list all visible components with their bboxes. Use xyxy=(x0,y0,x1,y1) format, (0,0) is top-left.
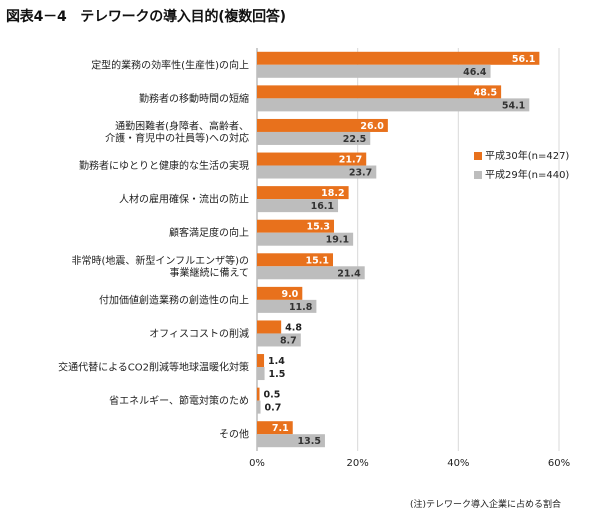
bar-h29 xyxy=(257,400,261,414)
bar-h30 xyxy=(257,320,282,334)
legend-swatch-h30 xyxy=(474,152,482,160)
value-label-h30: 26.0 xyxy=(360,121,384,132)
chart-title: 図表4－4 テレワークの導入目的(複数回答) xyxy=(6,9,286,25)
category-label: 付加価値創造業務の創造性の向上 xyxy=(99,293,249,306)
category-label: 勤務者にゆとりと健康的な生活の実現 xyxy=(79,159,249,172)
value-label-h29: 46.4 xyxy=(463,67,487,78)
value-label-h29: 21.4 xyxy=(337,268,361,279)
footnote: (注)テレワーク導入企業に占める割合 xyxy=(410,500,562,510)
x-tick-label: 0% xyxy=(249,458,265,469)
bar-h30 xyxy=(257,286,303,300)
bar-h29 xyxy=(257,367,265,381)
value-label-h29: 1.5 xyxy=(269,369,286,380)
value-label-h29: 8.7 xyxy=(280,335,297,346)
bar-h30 xyxy=(257,354,265,368)
value-label-h30: 0.5 xyxy=(264,390,281,401)
value-label-h29: 22.5 xyxy=(343,134,366,145)
category-label: 勤務者の移動時間の短縮 xyxy=(139,92,249,105)
value-label-h29: 23.7 xyxy=(349,168,372,179)
value-label-h29: 13.5 xyxy=(297,436,320,447)
legend-label-h29: 平成29年(n=440) xyxy=(485,170,570,181)
category-label: 定型的業務の効率性(生産性)の向上 xyxy=(91,58,249,71)
category-label: オフィスコストの削減 xyxy=(149,327,249,340)
value-label-h30: 1.4 xyxy=(268,356,285,367)
value-label-h30: 7.1 xyxy=(272,423,289,434)
x-tick-label: 40% xyxy=(447,458,469,469)
bar-h30 xyxy=(257,186,349,200)
bar-h29 xyxy=(257,165,377,179)
bar-h29 xyxy=(257,266,365,280)
value-label-h30: 15.1 xyxy=(306,255,329,266)
value-label-h30: 4.8 xyxy=(285,322,302,333)
bar-h29 xyxy=(257,64,491,78)
category-label: 顧客満足度の向上 xyxy=(169,226,249,239)
bar-h30 xyxy=(257,152,367,166)
bar-h30 xyxy=(257,253,334,267)
bar-h29 xyxy=(257,199,339,213)
value-label-h30: 18.2 xyxy=(321,188,344,199)
value-label-h30: 48.5 xyxy=(474,87,497,98)
category-label: 通勤困難者(身障者、高齢者、介護・育児中の社員等)への対応 xyxy=(105,119,249,144)
value-label-h29: 16.1 xyxy=(311,201,334,212)
bar-h30 xyxy=(257,387,260,401)
bar-h30 xyxy=(257,118,388,132)
bar-h29 xyxy=(257,434,325,448)
value-label-h30: 15.3 xyxy=(307,222,330,233)
x-tick-label: 20% xyxy=(347,458,369,469)
legend-swatch-h29 xyxy=(474,171,482,179)
bar-h29 xyxy=(257,98,530,112)
category-label: 交通代替によるCO2削減等地球温暖化対策 xyxy=(58,361,249,374)
value-label-h29: 11.8 xyxy=(289,302,313,313)
bar-h29 xyxy=(257,299,317,313)
legend-item-h30: 平成30年(n=427) xyxy=(474,147,569,162)
category-label: その他 xyxy=(219,428,249,441)
x-tick-label: 60% xyxy=(548,458,570,469)
value-label-h30: 9.0 xyxy=(281,289,298,300)
legend-label-h30: 平成30年(n=427) xyxy=(485,151,570,162)
bar-h30 xyxy=(257,85,502,99)
bar-h29 xyxy=(257,333,301,347)
value-label-h29: 19.1 xyxy=(326,235,349,246)
bar-h30 xyxy=(257,51,540,65)
bar-h29 xyxy=(257,232,354,246)
value-label-h30: 56.1 xyxy=(512,54,535,65)
value-label-h29: 54.1 xyxy=(502,100,525,111)
category-label: 人材の雇用確保・流出の防止 xyxy=(119,193,249,206)
value-label-h30: 21.7 xyxy=(339,155,362,166)
category-label: 非常時(地震、新型インフルエンザ等)の事業継続に備えて xyxy=(71,254,249,279)
bar-h30 xyxy=(257,421,293,435)
bar-h30 xyxy=(257,219,335,233)
bar-h29 xyxy=(257,131,371,145)
legend-item-h29: 平成29年(n=440) xyxy=(474,166,569,181)
value-label-h29: 0.7 xyxy=(265,403,282,414)
category-label: 省エネルギー、節電対策のため xyxy=(109,394,249,407)
